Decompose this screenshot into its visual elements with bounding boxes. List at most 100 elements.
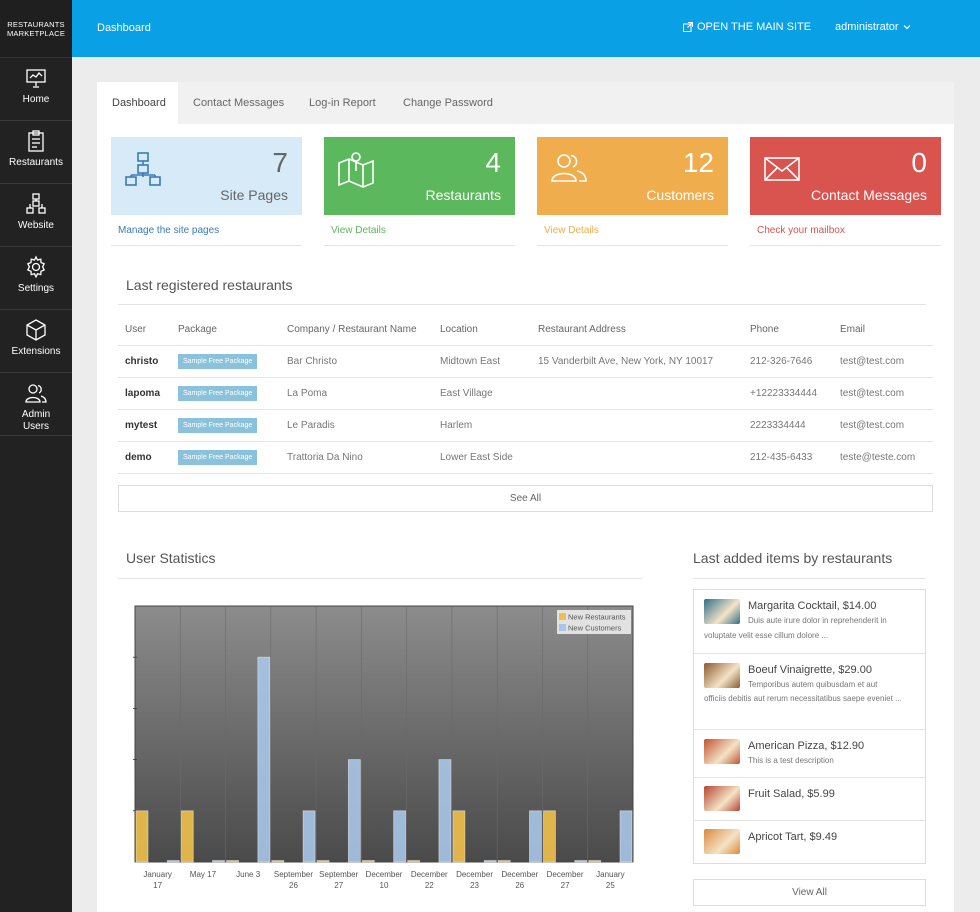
- tab-dashboard[interactable]: Dashboard: [97, 82, 178, 124]
- item-description-cont: officiis debitis aut rerum necessitatibu…: [704, 694, 902, 703]
- view-all-items-button[interactable]: View All: [693, 879, 926, 906]
- item-thumbnail: [704, 786, 740, 811]
- top-bar: Dashboard OPEN THE MAIN SITE administrat…: [72, 0, 980, 57]
- site-pages-count: 7: [272, 147, 288, 178]
- sidebar-item-extensions[interactable]: Extensions: [0, 310, 72, 373]
- table-row[interactable]: demo Sample Free Package Trattoria Da Ni…: [118, 441, 933, 474]
- open-main-site-link[interactable]: OPEN THE MAIN SITE: [683, 21, 811, 33]
- list-item[interactable]: Margarita Cocktail, $14.00 Duis aute iru…: [694, 590, 925, 654]
- contact-messages-label: Contact Messages: [811, 187, 927, 203]
- sidebar-item-settings[interactable]: Settings: [0, 247, 72, 310]
- see-all-restaurants-button[interactable]: See All: [118, 485, 933, 512]
- phone-cell: 212-435-6433: [743, 441, 833, 474]
- table-row[interactable]: christo Sample Free Package Bar Christo …: [118, 345, 933, 378]
- item-name: American Pizza, $12.90: [748, 740, 865, 752]
- chart-bar-new-customers: [302, 810, 316, 863]
- location-cell: East Village: [433, 377, 531, 410]
- breadcrumb[interactable]: Dashboard: [97, 22, 151, 34]
- user-cell: lapoma: [118, 377, 171, 410]
- user-menu[interactable]: administrator: [835, 21, 911, 33]
- sidebar-item-label: Website: [18, 220, 54, 231]
- chart-bar-new-customers: [257, 656, 271, 863]
- item-name: Fruit Salad, $5.99: [748, 788, 835, 800]
- item-name: Apricot Tart, $9.49: [748, 831, 838, 843]
- package-cell: Sample Free Package: [171, 441, 280, 474]
- chart-x-tick-label: September 26: [274, 870, 313, 890]
- column-header: Package: [171, 315, 280, 346]
- chart-legend-swatch: [559, 613, 566, 620]
- user-menu-label: administrator: [835, 21, 899, 33]
- chart-legend-label: New Customers: [568, 624, 622, 633]
- column-header: Location: [433, 315, 531, 346]
- sidebar-item-restaurants[interactable]: Restaurants: [0, 121, 72, 184]
- item-thumbnail: [704, 829, 740, 854]
- presentation-icon: [24, 66, 48, 90]
- chart-bar-new-restaurants: [226, 860, 239, 863]
- chart-bar-new-customers: [166, 860, 180, 863]
- item-description: Duis aute irure dolor in reprehenderit i…: [748, 616, 887, 625]
- contact-messages-card[interactable]: 0 Contact Messages: [750, 137, 941, 215]
- column-header: User: [118, 315, 171, 346]
- item-description: Temporibus autem quibusdam et aut: [748, 680, 878, 689]
- address-cell: [531, 441, 743, 474]
- divider: [118, 304, 926, 305]
- location-cell: Harlem: [433, 409, 531, 442]
- table-row[interactable]: lapoma Sample Free Package La Poma East …: [118, 377, 933, 410]
- chart-bar-new-customers: [483, 860, 497, 863]
- column-header: Restaurant Address: [531, 315, 743, 346]
- address-cell: [531, 409, 743, 442]
- restaurants-section-title: Last registered restaurants: [126, 277, 293, 293]
- chart-x-tick-label: December 10: [366, 870, 403, 890]
- chevron-down-icon: [903, 24, 911, 30]
- table-header-row: User Package Company / Restaurant Name L…: [118, 315, 933, 346]
- chart-x-tick-label: September 27: [319, 870, 358, 890]
- list-item[interactable]: Boeuf Vinaigrette, $29.00 Temporibus aut…: [694, 654, 925, 730]
- item-thumbnail: [704, 663, 740, 688]
- user-cell: demo: [118, 441, 171, 474]
- customers-card[interactable]: 12 Customers: [537, 137, 728, 215]
- table-row[interactable]: mytest Sample Free Package Le Paradis Ha…: [118, 409, 933, 442]
- map-pin-icon: [336, 149, 376, 189]
- customers-view-details-link[interactable]: View Details: [537, 222, 728, 246]
- site-pages-card[interactable]: 7 Site Pages: [111, 137, 302, 215]
- list-item[interactable]: Fruit Salad, $5.99: [694, 778, 925, 821]
- sidebar-item-label: Home: [22, 94, 50, 105]
- customers-count: 12: [682, 147, 714, 178]
- tab-login-report[interactable]: Log-in Report: [309, 97, 376, 109]
- sidebar-item-label: Restaurants: [9, 157, 63, 168]
- check-mailbox-link[interactable]: Check your mailbox: [750, 222, 941, 246]
- sidebar-item-home[interactable]: Home: [0, 58, 72, 121]
- package-badge: Sample Free Package: [178, 385, 258, 401]
- restaurants-card[interactable]: 4 Restaurants: [324, 137, 515, 215]
- sidebar-item-website[interactable]: Website: [0, 184, 72, 247]
- list-item[interactable]: American Pizza, $12.90 This is a test de…: [694, 730, 925, 778]
- sidebar-item-label: Admin: [21, 409, 51, 420]
- tab-bar: Dashboard Contact Messages Log-in Report…: [97, 82, 954, 124]
- brand-logo[interactable]: RESTAURANTS MARKETPLACE: [0, 0, 72, 58]
- contact-messages-count: 0: [911, 147, 927, 178]
- chart-bar-new-restaurants: [588, 860, 602, 863]
- item-name: Margarita Cocktail, $14.00: [748, 600, 877, 612]
- chart-bar-new-customers: [438, 759, 452, 863]
- sidebar-item-admin-users[interactable]: Admin Users: [0, 373, 72, 436]
- package-cell: Sample Free Package: [171, 377, 280, 410]
- location-cell: Midtown East: [433, 345, 531, 378]
- company-cell: Trattoria Da Nino: [280, 441, 433, 474]
- sidebar: RESTAURANTS MARKETPLACE Home Restaurants…: [0, 0, 72, 912]
- restaurants-view-details-link[interactable]: View Details: [324, 222, 515, 246]
- phone-cell: 212-326-7646: [743, 345, 833, 378]
- chart-bar-new-restaurants: [180, 810, 194, 863]
- sitemap-icon: [123, 149, 163, 189]
- list-item[interactable]: Apricot Tart, $9.49: [694, 821, 925, 863]
- brand-line-2: MARKETPLACE: [6, 29, 66, 38]
- tab-contact-messages[interactable]: Contact Messages: [193, 97, 285, 109]
- package-badge: Sample Free Package: [178, 417, 258, 433]
- phone-cell: 2223334444: [743, 409, 833, 442]
- customers-label: Customers: [646, 187, 714, 203]
- gear-icon: [24, 255, 48, 279]
- items-section-title: Last added items by restaurants: [693, 550, 893, 566]
- tab-change-password[interactable]: Change Password: [403, 97, 493, 109]
- location-cell: Lower East Side: [433, 441, 531, 474]
- manage-site-pages-link[interactable]: Manage the site pages: [111, 222, 302, 246]
- sitemap-icon: [24, 192, 48, 216]
